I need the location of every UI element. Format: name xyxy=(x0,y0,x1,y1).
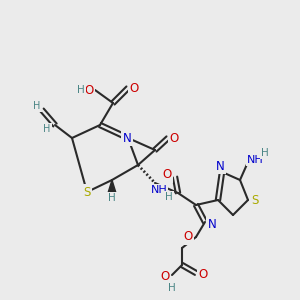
Text: N: N xyxy=(216,160,224,172)
Text: H: H xyxy=(168,283,176,293)
Text: H: H xyxy=(165,192,173,202)
Text: H: H xyxy=(77,85,85,95)
Text: N: N xyxy=(208,218,216,230)
Text: O: O xyxy=(129,82,139,94)
Text: S: S xyxy=(251,194,259,208)
Text: O: O xyxy=(183,230,193,244)
Text: O: O xyxy=(169,131,178,145)
Polygon shape xyxy=(108,180,116,193)
Text: NH: NH xyxy=(151,185,167,195)
Text: H: H xyxy=(43,124,51,134)
Text: NH: NH xyxy=(247,155,263,165)
Text: N: N xyxy=(123,131,131,145)
Text: S: S xyxy=(83,185,91,199)
Text: O: O xyxy=(160,271,169,284)
Text: O: O xyxy=(84,83,94,97)
Text: H: H xyxy=(108,193,116,203)
Text: H: H xyxy=(33,101,41,111)
Text: O: O xyxy=(162,169,172,182)
Text: O: O xyxy=(198,268,208,281)
Text: H: H xyxy=(261,148,269,158)
